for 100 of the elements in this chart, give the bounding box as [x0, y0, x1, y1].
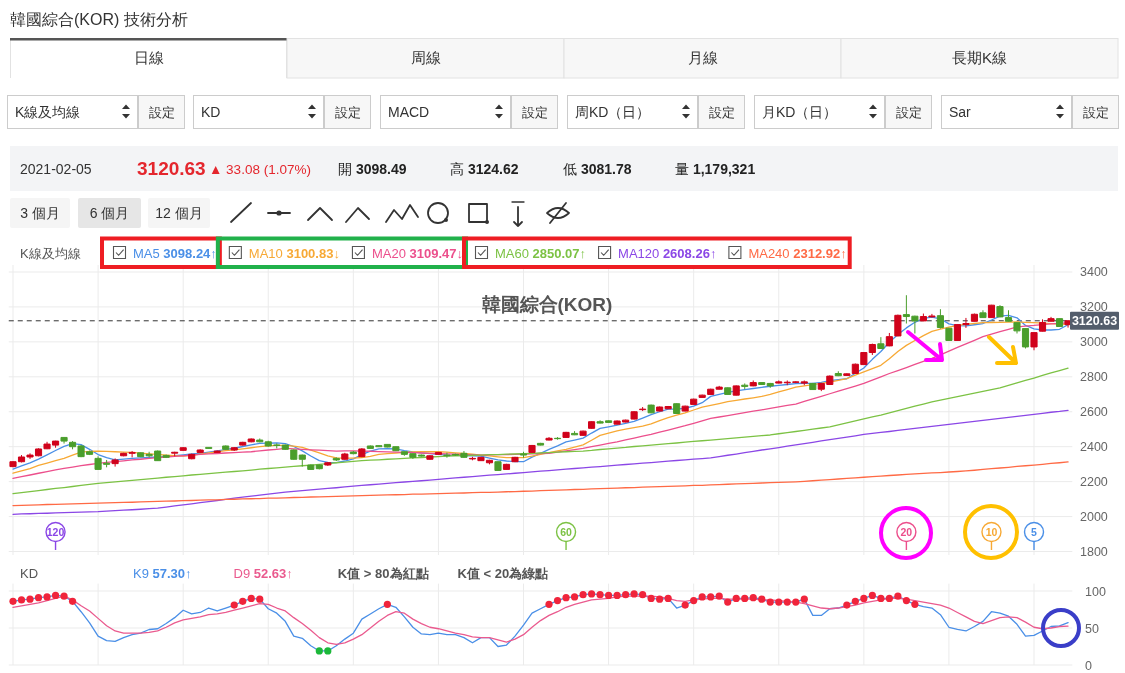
candlestick	[111, 457, 119, 468]
candlestick	[987, 304, 996, 319]
text: K9 57.30↑	[133, 566, 192, 581]
text: 12 個月	[155, 205, 203, 221]
y-tick-label: 2600	[1080, 405, 1108, 420]
point	[868, 591, 876, 600]
candlestick	[519, 451, 528, 459]
point	[707, 593, 715, 601]
chart-title: KD	[20, 566, 39, 581]
y-tick-label: 2400	[1080, 440, 1108, 455]
text: ▲ 33.08 (1.07%)	[209, 162, 311, 177]
y-tick-label: 3400	[1080, 265, 1108, 280]
candlestick	[298, 454, 306, 468]
text: 長期K線	[951, 49, 1008, 66]
candlestick	[800, 379, 808, 386]
y-tick-label: 1800	[1080, 545, 1108, 560]
text: 設定	[895, 105, 922, 120]
candlestick	[171, 451, 179, 457]
point	[775, 598, 783, 606]
candlestick	[758, 381, 766, 386]
point	[570, 593, 579, 601]
y-tick-label: 0	[1085, 658, 1092, 673]
text: 2021-02-05	[20, 161, 92, 177]
point	[664, 594, 672, 602]
candlestick	[358, 447, 366, 458]
point	[715, 592, 723, 600]
point	[553, 597, 562, 605]
point	[383, 600, 391, 608]
point	[34, 594, 43, 602]
candlestick	[945, 327, 953, 342]
text: K值 < 20為綠點	[457, 566, 549, 581]
candlestick	[1047, 316, 1055, 323]
text: 設定	[708, 105, 735, 120]
candlestick	[809, 382, 817, 391]
candlestick	[426, 454, 434, 461]
y-tick-label: 3000	[1080, 335, 1108, 350]
point	[622, 591, 630, 599]
text: 6 個月	[89, 205, 130, 221]
point	[256, 595, 264, 603]
point	[656, 595, 664, 603]
candlestick	[205, 446, 213, 450]
point	[239, 597, 247, 605]
annotation: 120	[46, 526, 65, 538]
point	[724, 598, 732, 606]
candlestick	[877, 336, 885, 350]
point	[604, 591, 613, 600]
text: 周線	[410, 49, 441, 66]
candlestick	[741, 382, 749, 390]
point	[698, 593, 706, 601]
text: MA240 2312.92↑	[748, 246, 847, 261]
text: MA60 2850.07↑	[495, 246, 587, 261]
candlestick	[1038, 318, 1047, 333]
y-tick-label: 2200	[1080, 475, 1108, 490]
candlestick	[724, 386, 732, 396]
point	[630, 590, 638, 598]
text: 量 1,179,321	[675, 161, 756, 177]
candlestick	[588, 420, 596, 430]
candlestick	[230, 446, 238, 452]
candlestick	[324, 461, 332, 467]
candlestick	[179, 446, 187, 452]
candlestick	[639, 406, 647, 412]
point	[792, 598, 800, 606]
point	[860, 594, 868, 602]
point	[587, 590, 596, 598]
candlestick	[749, 379, 757, 387]
candlestick	[936, 308, 944, 330]
text: MA10 3100.83↓	[248, 246, 340, 261]
legend-title: K線及均線	[20, 246, 81, 261]
point	[758, 595, 766, 603]
text: 韓國綜合(KOR) 技術分析	[10, 11, 188, 28]
text: D9 52.63↑	[233, 566, 293, 581]
point	[9, 597, 17, 605]
candlestick	[579, 430, 587, 437]
candlestick	[1030, 331, 1038, 351]
point	[596, 591, 604, 599]
candlestick	[562, 431, 570, 439]
candlestick	[196, 448, 204, 454]
text: 韓國綜合(KOR)	[481, 294, 613, 315]
candlestick	[673, 402, 681, 415]
candlestick	[698, 394, 706, 399]
line-series	[12, 409, 1069, 515]
candlestick	[681, 405, 689, 412]
text: 設定	[148, 105, 175, 120]
text: K值 > 80為紅點	[337, 566, 429, 581]
candlestick	[979, 309, 987, 319]
candlestick	[528, 444, 536, 454]
annotation: 10	[985, 526, 998, 538]
point	[647, 594, 655, 602]
annotation: 20	[900, 526, 913, 538]
candlestick	[766, 382, 774, 389]
text: 3 個月	[20, 205, 60, 221]
point	[800, 595, 808, 603]
point	[43, 593, 51, 601]
y-tick-label: 3200	[1080, 300, 1108, 315]
candlestick	[502, 463, 511, 471]
point	[247, 594, 255, 602]
text: 設定	[334, 105, 361, 120]
point	[902, 597, 910, 605]
y-tick-label: 50	[1085, 621, 1099, 636]
candlestick	[332, 456, 340, 462]
